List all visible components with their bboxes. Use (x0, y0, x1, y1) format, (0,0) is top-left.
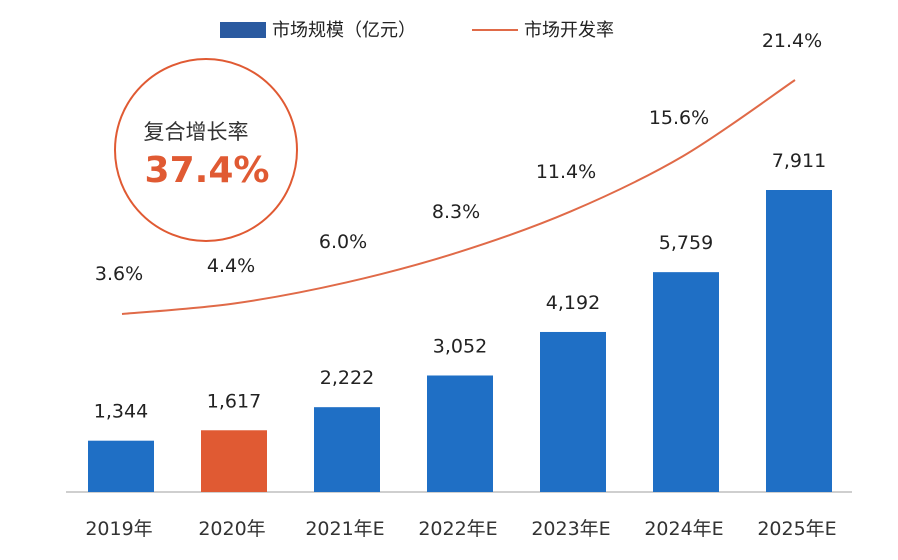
rate-label-5: 15.6% (649, 107, 709, 129)
line-layer (121, 79, 796, 315)
cagr-title: 复合增长率 (144, 120, 249, 144)
legend-bar-swatch (220, 22, 266, 38)
x-tick-label-2: 2021年E (305, 518, 384, 540)
bar-4 (540, 331, 606, 492)
bar-0 (88, 440, 154, 492)
bar-1 (201, 430, 267, 492)
rate-label-4: 11.4% (536, 161, 596, 183)
x-tick-label-5: 2024年E (644, 518, 723, 540)
x-tick-label-6: 2025年E (757, 518, 836, 540)
x-tick-label-1: 2020年 (198, 518, 265, 540)
bar-5 (653, 272, 719, 492)
cagr-value: 37.4% (145, 150, 270, 191)
bar-6 (766, 190, 832, 492)
rate-label-3: 8.3% (432, 201, 480, 223)
bars-layer (88, 190, 832, 492)
bar-value-label-2: 2,222 (320, 367, 374, 389)
x-tick-label-0: 2019年 (85, 518, 152, 540)
bar-value-label-3: 3,052 (433, 335, 487, 357)
x-tick-label-4: 2023年E (531, 518, 610, 540)
bar-value-label-6: 7,911 (772, 150, 826, 172)
bar-2 (314, 407, 380, 492)
bar-value-label-0: 1,344 (94, 401, 148, 423)
rate-label-1: 4.4% (207, 255, 255, 277)
legend-line-label: 市场开发率 (524, 20, 614, 41)
x-tick-label-3: 2022年E (418, 518, 497, 540)
cagr-circle (114, 58, 298, 242)
cagr-annotation: 复合增长率 37.4% (114, 58, 298, 242)
rate-label-0: 3.6% (95, 263, 143, 285)
labels-layer: 1,344 2019年 1,617 2020年 2,222 2021年E 3,052 2022… (85, 30, 836, 540)
rate-label-2: 6.0% (319, 231, 367, 253)
legend-bar-label: 市场规模（亿元） (272, 20, 416, 41)
legend: 市场规模（亿元） 市场开发率 (220, 20, 614, 41)
bar-value-label-1: 1,617 (207, 390, 261, 412)
bar-value-label-5: 5,759 (659, 232, 713, 254)
rate-label-6: 21.4% (762, 30, 822, 52)
rate-line (121, 79, 796, 315)
bar-3 (427, 375, 493, 492)
bar-value-label-4: 4,192 (546, 292, 600, 314)
